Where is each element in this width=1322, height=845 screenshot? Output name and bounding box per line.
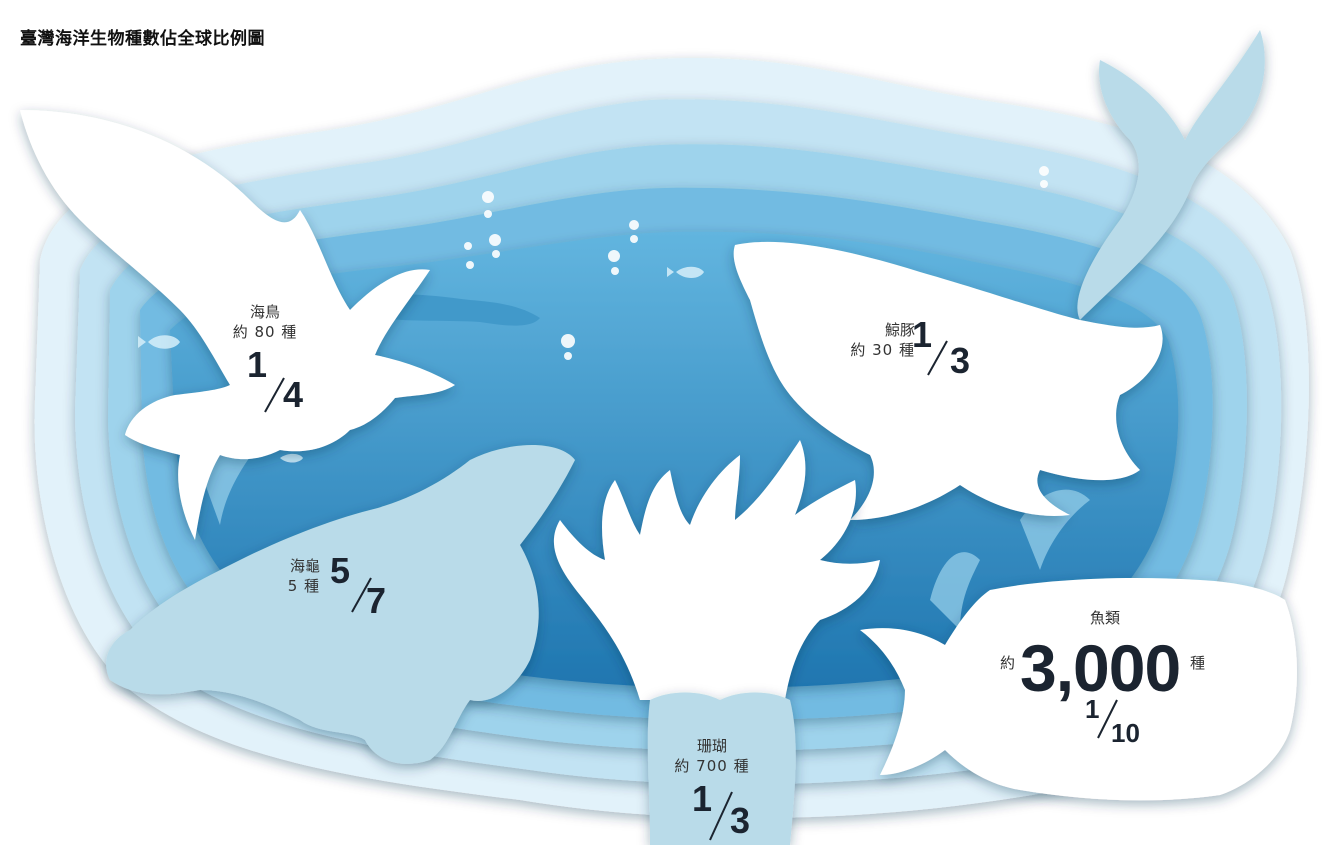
seabird-silhouette: [20, 110, 455, 540]
cetacean-numerator: 1: [912, 314, 933, 355]
fish-count-value: 3,000: [1020, 631, 1181, 705]
turtle-count: 5 種: [287, 577, 320, 596]
turtle-numerator: 5: [330, 550, 351, 591]
coral-name: 珊瑚: [696, 737, 727, 755]
cetacean-name: 鯨豚: [884, 321, 915, 339]
fish-numerator: 1: [1085, 694, 1100, 724]
fish-silhouette: [860, 578, 1297, 801]
cetacean-label: 鯨豚 約 30 種: [835, 320, 915, 361]
fish-denominator: 10: [1111, 718, 1140, 748]
cetacean-count: 約 30 種: [850, 341, 915, 360]
sea-turtle-silhouette: [106, 445, 575, 764]
turtle-fraction: 5 7: [330, 550, 400, 621]
coral-fraction: 1 3: [692, 778, 762, 844]
coral-silhouette: [553, 440, 880, 700]
coral-count: 約 700 種: [674, 757, 750, 776]
seabird-count: 約 80 種: [232, 323, 298, 342]
fish-label: 魚類: [1075, 608, 1135, 628]
fish-fraction: 1 10: [1085, 694, 1155, 760]
fish-prefix: 約: [1000, 654, 1016, 672]
turtle-denominator: 7: [366, 580, 387, 621]
whale-silhouette: [733, 241, 1163, 520]
cetacean-denominator: 3: [950, 340, 971, 381]
turtle-label: 海龜 5 種: [272, 556, 320, 597]
bubbles: [464, 166, 1049, 360]
chart-title: 臺灣海洋生物種數佔全球比例圖: [20, 29, 265, 49]
seabird-fraction: 1 4: [247, 344, 317, 415]
coral-denominator: 3: [730, 800, 751, 841]
whale-tail-icon: [1077, 30, 1265, 320]
seabird-label: 海鳥 約 80 種: [230, 302, 300, 343]
fish-name: 魚類: [1089, 609, 1120, 627]
coral-numerator: 1: [692, 778, 713, 819]
cetacean-fraction: 1 3: [912, 314, 982, 381]
fish-suffix: 種: [1190, 654, 1206, 672]
fraction-bars: [264, 340, 1118, 841]
seabird-numerator: 1: [247, 344, 268, 385]
seabird-name: 海鳥: [249, 303, 280, 321]
seabird-denominator: 4: [283, 374, 304, 415]
turtle-name: 海龜: [289, 557, 320, 575]
coral-label: 珊瑚 約 700 種: [662, 736, 762, 777]
small-fish-decor: [138, 266, 704, 463]
coral-base-silhouette: [647, 692, 796, 845]
